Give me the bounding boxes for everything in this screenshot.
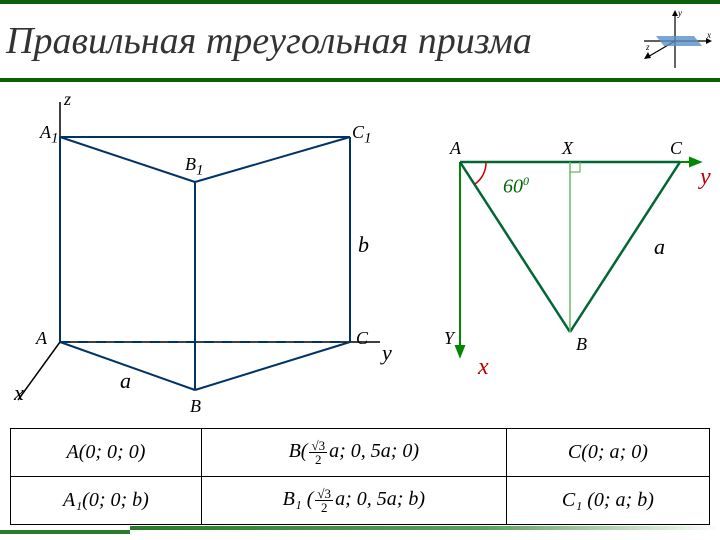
tri-A-label: A (450, 138, 461, 159)
y-axis-label: y (382, 340, 392, 366)
vertex-B1-label: B1 (185, 154, 204, 180)
slide-title: Правильная треугольная призма (6, 19, 532, 63)
x-axis-label: x (14, 380, 24, 406)
vertex-C-label: C (356, 328, 368, 349)
diagram-area: z A1 C1 B1 b A C y B a x A X C y 600 a Y (0, 82, 720, 428)
cell-B1: B₁ (√32a; 0, 5a; b) (201, 477, 506, 525)
cell-C: C(0; a; 0) (506, 429, 709, 477)
tri-C-label: C (670, 138, 682, 159)
vertex-C1-label: C1 (352, 122, 372, 148)
corner-z-label: z (645, 42, 650, 52)
tri-angle-label: 600 (503, 174, 529, 199)
vertex-B-label: B (190, 396, 201, 417)
edge-b-label: b (358, 232, 369, 258)
coordinates-table: A(0; 0; 0) B(√32a; 0, 5a; 0) C(0; a; 0) … (10, 428, 710, 525)
table-row: A(0; 0; 0) B(√32a; 0, 5a; 0) C(0; a; 0) (11, 429, 710, 477)
corner-y-label: y (677, 8, 682, 18)
cell-B: B(√32a; 0, 5a; 0) (201, 429, 506, 477)
tri-B-label: B (576, 334, 587, 355)
tri-a-label: a (654, 234, 665, 260)
cell-A1: A₁(0; 0; b) (11, 477, 202, 525)
tri-X-label: X (562, 138, 573, 159)
vertex-A-label: A (36, 328, 47, 349)
z-axis-label: z (64, 89, 71, 110)
corner-3d-axes: x y z (636, 8, 714, 74)
cell-C1: C₁ (0; a; b) (506, 477, 709, 525)
edge-a-label: a (120, 368, 131, 394)
tri-Y-label: Y (444, 328, 454, 349)
tri-x-axis-label: x (478, 354, 489, 381)
footer-accent-line (0, 530, 130, 534)
slide-header: Правильная треугольная призма x y z (0, 0, 720, 82)
table-row: A₁(0; 0; b) B₁ (√32a; 0, 5a; b) C₁ (0; a… (11, 477, 710, 525)
triangle-diagram (430, 132, 720, 382)
cell-A: A(0; 0; 0) (11, 429, 202, 477)
footer-gradient-line (130, 526, 720, 530)
tri-y-axis-label: y (700, 164, 711, 191)
corner-x-label: x (706, 30, 711, 40)
vertex-A1-label: A1 (40, 122, 59, 148)
